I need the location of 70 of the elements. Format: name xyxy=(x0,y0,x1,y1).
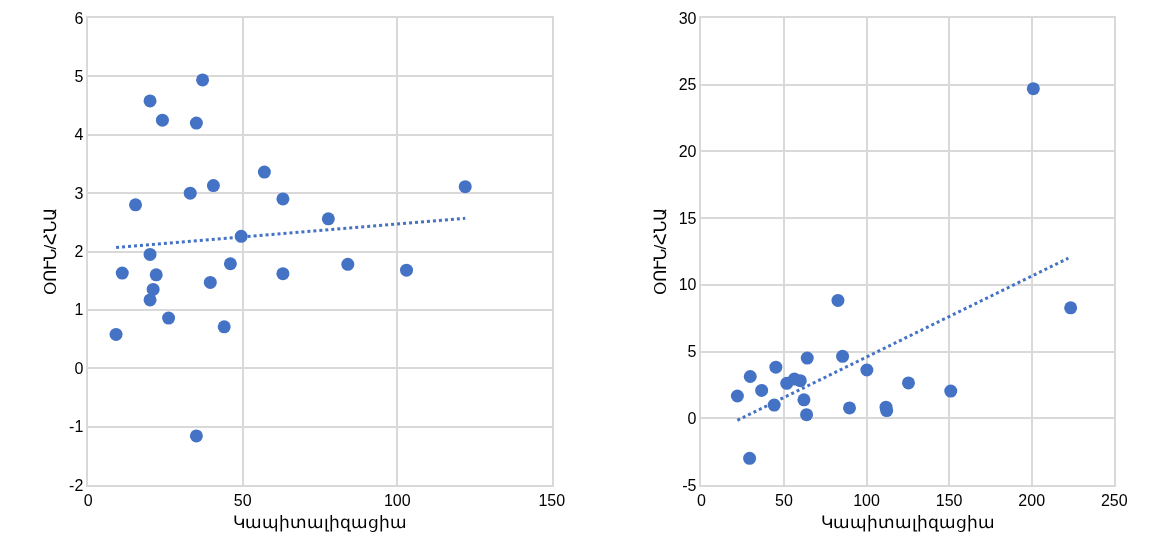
point xyxy=(743,370,757,384)
y-tick-label: 0 xyxy=(687,409,697,427)
point xyxy=(162,311,176,325)
point xyxy=(183,186,197,200)
point xyxy=(196,73,210,87)
point xyxy=(129,198,143,212)
point xyxy=(1064,301,1078,315)
point xyxy=(860,363,874,377)
x-tick-label: 50 xyxy=(233,491,252,509)
y-tick-label: 30 xyxy=(678,9,697,27)
x-tick-label: 200 xyxy=(1018,491,1046,509)
point xyxy=(836,349,850,363)
y-tick-label: 5 xyxy=(74,67,84,85)
point xyxy=(901,376,915,390)
point xyxy=(217,320,231,334)
point xyxy=(843,401,857,415)
point xyxy=(458,180,472,194)
point xyxy=(800,351,814,365)
point xyxy=(769,360,783,374)
point xyxy=(800,408,814,422)
y-tick-label: 2 xyxy=(74,243,84,261)
point xyxy=(1026,82,1040,96)
point xyxy=(115,266,129,280)
y-tick-label: 5 xyxy=(687,343,697,361)
x-tick-label: 250 xyxy=(1100,491,1128,509)
x-axis-title: Կապիտալիզացիա xyxy=(233,512,407,532)
point xyxy=(730,389,744,403)
point xyxy=(257,165,271,179)
point xyxy=(149,268,163,282)
point xyxy=(155,113,169,127)
point xyxy=(143,94,157,108)
x-tick-label: 100 xyxy=(383,491,411,509)
x-tick-label: 50 xyxy=(775,491,793,509)
x-axis-title: Կապիտալիզացիա xyxy=(820,512,995,532)
point xyxy=(944,384,958,398)
point xyxy=(143,247,157,261)
y-tick-label: 20 xyxy=(678,143,697,161)
point xyxy=(400,263,414,277)
point xyxy=(321,212,335,226)
point xyxy=(755,383,769,397)
point xyxy=(276,267,290,281)
y-tick-label: -5 xyxy=(682,476,697,494)
point xyxy=(341,257,355,271)
y-tick-label: 0 xyxy=(74,359,84,377)
point xyxy=(189,116,203,130)
y-tick-label: 1 xyxy=(74,301,84,319)
y-tick-label: -1 xyxy=(69,418,84,436)
point xyxy=(189,429,203,443)
point xyxy=(276,192,290,206)
point xyxy=(743,451,757,465)
x-tick-label: 100 xyxy=(853,491,880,509)
x-tick-label: 150 xyxy=(935,491,963,509)
y-tick-label: 4 xyxy=(74,126,84,144)
point xyxy=(146,282,160,296)
point xyxy=(206,179,220,193)
x-tick-label: 150 xyxy=(538,491,566,509)
y-axis-title: ՕՈՒՆ/ՀՆԱ xyxy=(650,207,670,296)
y-tick-label: 15 xyxy=(678,209,697,227)
y-tick-label: 10 xyxy=(678,276,697,294)
point xyxy=(223,257,237,271)
y-tick-label: 6 xyxy=(74,9,84,27)
y-tick-label: 3 xyxy=(74,184,84,202)
point xyxy=(797,393,811,407)
point xyxy=(109,327,123,341)
point xyxy=(831,293,845,307)
y-tick-label: 25 xyxy=(678,76,697,94)
y-tick-label: -2 xyxy=(69,476,84,494)
y-axis-title: ՕՈՒՆ/ՀՆԱ xyxy=(41,207,61,296)
point xyxy=(203,275,217,289)
point xyxy=(793,374,807,388)
